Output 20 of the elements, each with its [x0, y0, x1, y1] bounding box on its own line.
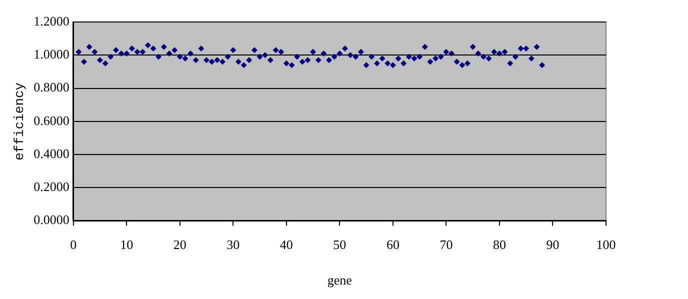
x-tick-label: 40	[280, 237, 293, 252]
y-tick-label: 0.8000	[34, 80, 70, 95]
y-tick-label: 0.0000	[34, 212, 70, 228]
x-tick-label: 30	[226, 237, 240, 252]
x-tick-label: 80	[492, 237, 506, 252]
x-tick-label: 10	[120, 237, 134, 252]
x-tick-label: 0	[70, 237, 77, 252]
x-tick-label: 50	[333, 237, 346, 252]
x-axis-title: gene	[327, 272, 352, 288]
y-tick-label: 0.6000	[34, 112, 70, 128]
y-axis-title: efficiency	[12, 82, 28, 160]
y-tick-label: 0.2000	[34, 179, 70, 194]
y-tick-label: 1.0000	[34, 46, 70, 62]
x-tick-label: 60	[386, 237, 400, 252]
x-tick-label: 90	[546, 237, 560, 252]
x-tick-label: 100	[596, 237, 616, 252]
x-tick-label: 70	[440, 237, 453, 252]
y-tick-label: 0.4000	[34, 146, 70, 161]
y-tick-label: 1.2000	[34, 13, 70, 28]
x-tick-label: 20	[173, 237, 186, 252]
